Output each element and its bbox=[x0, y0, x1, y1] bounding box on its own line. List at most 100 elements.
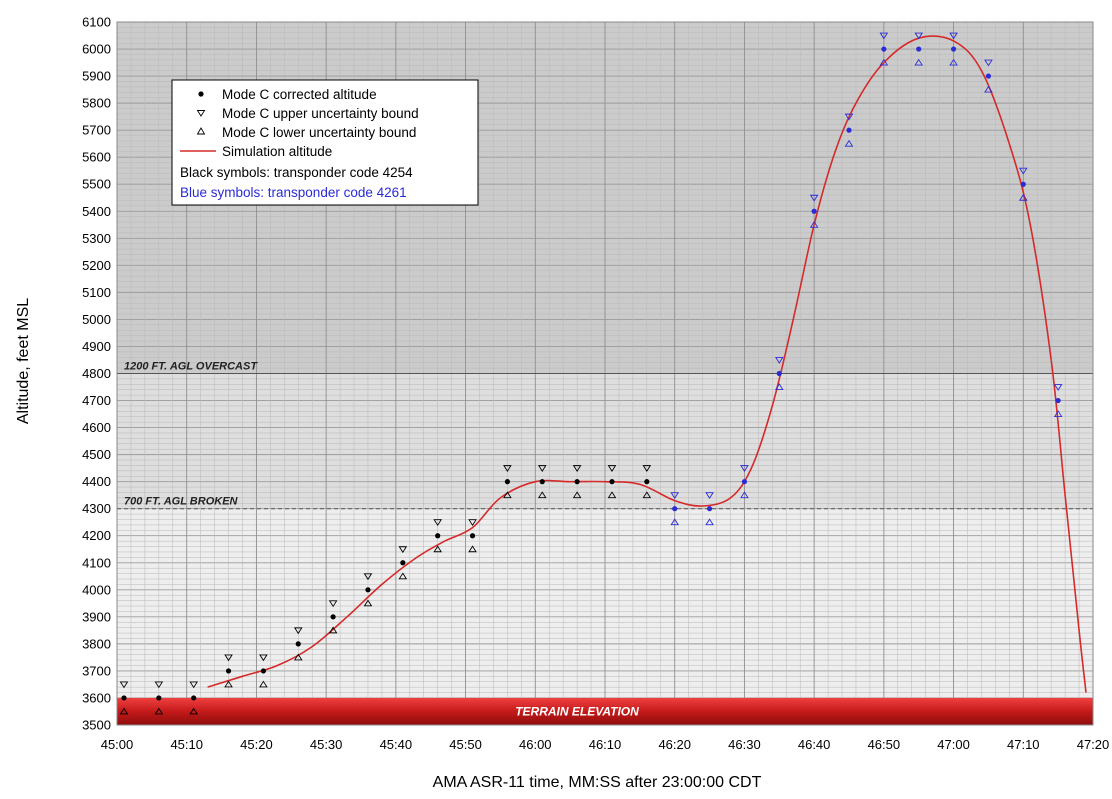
corrected-altitude-point bbox=[985, 73, 992, 79]
upper-bound-point bbox=[1053, 384, 1063, 391]
lower-bound-point bbox=[154, 707, 164, 715]
upper-bound-point bbox=[398, 546, 408, 554]
upper-bound-point bbox=[984, 59, 993, 67]
upper-bound-point bbox=[774, 357, 784, 364]
x-tick-label: 46:30 bbox=[728, 737, 761, 752]
lower-bound-point bbox=[293, 653, 303, 661]
y-tick-label: 6100 bbox=[82, 15, 111, 30]
upper-bound-point bbox=[154, 681, 164, 689]
upper-bound-point bbox=[259, 654, 268, 662]
corrected-altitude-point bbox=[156, 695, 162, 701]
upper-bound-point bbox=[119, 681, 129, 689]
legend: Mode C corrected altitude Mode C upper u… bbox=[171, 79, 479, 206]
upper-bound-point bbox=[328, 600, 338, 608]
lower-bound-point bbox=[433, 545, 443, 553]
upper-bound-point bbox=[537, 465, 547, 472]
y-tick-label: 3600 bbox=[82, 690, 111, 705]
x-tick-label: 45:00 bbox=[101, 737, 134, 752]
terrain-elevation-label: TERRAIN ELEVATION bbox=[515, 704, 639, 718]
legend-note-blue: Blue symbols: transponder code 4261 bbox=[180, 185, 407, 200]
corrected-altitude-point bbox=[504, 479, 510, 485]
y-tick-label: 5100 bbox=[82, 285, 111, 300]
lower-bound-point bbox=[809, 220, 819, 228]
series-2-markers bbox=[670, 32, 1063, 526]
x-tick-label: 46:10 bbox=[589, 737, 622, 752]
corrected-altitude-point bbox=[469, 533, 476, 539]
y-tick-label: 6000 bbox=[82, 42, 111, 57]
x-tick-label: 45:40 bbox=[380, 737, 413, 752]
lower-bound-point bbox=[914, 58, 924, 66]
y-tick-label: 3900 bbox=[82, 609, 111, 624]
x-tick-label: 45:50 bbox=[449, 737, 482, 752]
upper-bound-point bbox=[740, 465, 749, 472]
lower-bound-point bbox=[844, 139, 854, 147]
y-tick-label: 5500 bbox=[82, 177, 111, 192]
corrected-altitude-point bbox=[706, 506, 713, 512]
y-tick-label: 5600 bbox=[82, 150, 111, 165]
upper-bound-point bbox=[224, 654, 233, 662]
upper-bound-point bbox=[949, 32, 958, 40]
lower-bound-point bbox=[670, 518, 680, 526]
lower-bound-point bbox=[363, 599, 373, 607]
corrected-altitude-point bbox=[539, 479, 545, 485]
lower-bound-point bbox=[1018, 193, 1028, 201]
y-tick-label: 4800 bbox=[82, 366, 111, 381]
x-tick-label: 46:00 bbox=[519, 737, 552, 752]
y-tick-label: 4400 bbox=[82, 474, 111, 489]
lower-bound-point bbox=[740, 491, 749, 499]
upper-bound-point bbox=[809, 194, 819, 202]
corrected-altitude-point bbox=[330, 614, 336, 620]
y-tick-label: 3500 bbox=[82, 718, 111, 733]
x-tick-label: 47:10 bbox=[1007, 737, 1040, 752]
lower-bound-point bbox=[607, 491, 617, 499]
lower-bound-point bbox=[468, 545, 477, 553]
upper-bound-point bbox=[844, 113, 854, 121]
upper-bound-point bbox=[468, 519, 477, 527]
y-axis-title: Altitude, feet MSL bbox=[15, 298, 32, 424]
upper-bound-point bbox=[433, 519, 443, 527]
lower-bound-point bbox=[189, 707, 199, 715]
lower-bound-point bbox=[572, 491, 582, 499]
corrected-altitude-point bbox=[950, 46, 957, 52]
cloud-bands: 1200 FT. AGL OVERCAST 700 FT. AGL BROKEN bbox=[117, 361, 1093, 510]
y-tick-label: 5400 bbox=[82, 204, 111, 219]
broken-label: 700 FT. AGL BROKEN bbox=[124, 496, 239, 508]
corrected-altitude-point bbox=[846, 127, 852, 133]
x-tick-label: 46:20 bbox=[658, 737, 691, 752]
lower-bound-point bbox=[259, 680, 268, 688]
y-tick-label: 5000 bbox=[82, 312, 111, 327]
x-tick-label: 47:00 bbox=[937, 737, 970, 752]
y-tick-label: 4300 bbox=[82, 501, 111, 516]
x-tick-label: 45:30 bbox=[310, 737, 343, 752]
lower-bound-point bbox=[642, 491, 652, 499]
lower-bound-point bbox=[774, 383, 784, 390]
corrected-altitude-point bbox=[776, 370, 782, 377]
x-tick-labels: 45:00 45:10 45:20 45:30 45:40 45:50 46:00 46:10… bbox=[101, 737, 1110, 752]
upper-bound-point bbox=[503, 465, 512, 472]
y-tick-label: 4700 bbox=[82, 393, 111, 408]
y-tick-label: 5700 bbox=[82, 123, 111, 138]
corrected-altitude-point bbox=[574, 479, 580, 485]
corrected-altitude-point bbox=[191, 695, 197, 701]
y-tick-label: 4100 bbox=[82, 555, 111, 570]
series-1-markers bbox=[119, 465, 652, 715]
upper-bound-point bbox=[705, 492, 714, 500]
upper-bound-point bbox=[189, 681, 199, 689]
x-tick-label: 47:20 bbox=[1077, 737, 1110, 752]
upper-bound-point bbox=[914, 32, 924, 40]
x-tick-label: 46:50 bbox=[868, 737, 901, 752]
legend-entry-simulation: Simulation altitude bbox=[222, 144, 332, 159]
y-tick-label: 4600 bbox=[82, 420, 111, 435]
corrected-altitude-point bbox=[260, 668, 266, 674]
terrain-elevation-rect bbox=[117, 697, 1093, 725]
x-tick-label: 45:20 bbox=[240, 737, 273, 752]
y-tick-label: 5200 bbox=[82, 258, 111, 273]
y-tick-label: 4000 bbox=[82, 582, 111, 597]
lower-bound-point bbox=[398, 572, 408, 580]
upper-bound-point bbox=[879, 32, 889, 40]
corrected-altitude-point bbox=[741, 479, 748, 485]
lower-bound-point bbox=[537, 491, 547, 499]
lower-bound-point bbox=[1053, 410, 1063, 418]
terrain-band: TERRAIN ELEVATION bbox=[117, 697, 1093, 725]
